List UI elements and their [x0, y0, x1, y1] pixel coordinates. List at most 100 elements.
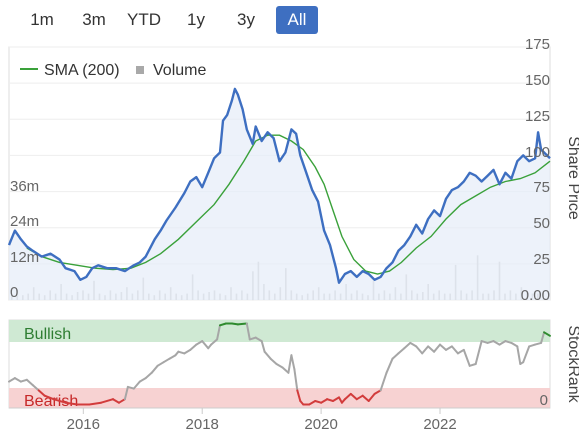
stockrank-segment	[31, 384, 40, 392]
stockrank-segment	[468, 363, 477, 367]
stockrank-segment	[486, 340, 495, 344]
stockrank-segment	[510, 341, 519, 348]
stockrank-segment	[293, 368, 299, 392]
price-line	[7, 87, 551, 284]
stockrank-segment	[391, 352, 400, 360]
legend-volume: Volume	[153, 62, 206, 79]
stockrank-segment	[373, 389, 382, 395]
stockrank-segment	[236, 322, 248, 326]
stockrank-segment	[8, 377, 16, 383]
stockrank-segment	[150, 364, 159, 374]
stockrank-segment	[275, 363, 284, 369]
volume-tick-24m: 24m	[10, 213, 39, 230]
stockrank-segment	[433, 343, 441, 353]
bullish-band	[9, 320, 550, 342]
price-tick-100: 100	[525, 144, 550, 161]
stockrank-segment	[403, 341, 412, 350]
price-tick-0: 0.00	[521, 287, 550, 304]
stockrank-segment	[195, 340, 204, 346]
stockrank-segment	[100, 398, 114, 404]
stockrank-segment	[168, 354, 177, 360]
stockrank-segment	[25, 378, 34, 387]
range-button-all[interactable]: All	[276, 6, 318, 34]
x-axis: 2016 2018 2020 2022	[67, 408, 457, 433]
stockrank-segment	[201, 340, 210, 350]
stockrank-segment	[332, 396, 340, 402]
stockrank-segment	[37, 389, 46, 397]
volume-axis: 36m 24m 12m 0	[10, 178, 39, 301]
stockrank-segment	[19, 378, 28, 383]
stockrank-segment	[162, 357, 171, 364]
range-button-3y[interactable]: 3y	[237, 10, 255, 29]
stockrank-segment	[281, 366, 290, 374]
range-button-1y[interactable]: 1y	[187, 10, 205, 29]
stockrank-segment	[263, 350, 272, 360]
stockrank-segment	[534, 341, 543, 346]
bearish-band	[9, 388, 550, 408]
stockrank-segment	[132, 380, 141, 390]
stockrank-segment	[260, 340, 266, 353]
volume-tick-36m: 36m	[10, 178, 39, 195]
range-button-ytd[interactable]: YTD	[127, 10, 161, 29]
volume-legend-icon	[136, 66, 144, 74]
stockrank-segment	[379, 371, 388, 392]
stockrank-segment	[474, 340, 483, 365]
stockrank-segment	[367, 392, 376, 402]
stockrank-segment	[409, 341, 418, 348]
stockrank-segment	[397, 347, 406, 355]
x-tick-label-2022: 2022	[423, 416, 456, 433]
stockrank-segment	[254, 336, 263, 343]
stockrank-segment	[269, 357, 278, 365]
stockrank-segment	[189, 343, 198, 351]
chart-legend: SMA (200) Volume	[20, 62, 206, 79]
stockrank-segment	[439, 343, 447, 351]
range-button-3m[interactable]: 3m	[82, 10, 106, 29]
stockrank-segment	[480, 340, 489, 344]
price-tick-150: 150	[525, 72, 550, 89]
stockrank-segment	[343, 392, 352, 401]
stockrank-segment	[320, 398, 329, 404]
stockrank-segment	[528, 343, 537, 348]
stockrank-segment	[248, 336, 257, 341]
stockrank-segment	[245, 322, 251, 341]
stockrank-segment	[421, 345, 430, 355]
stockrank-segment	[123, 385, 129, 401]
stockrank-segment	[230, 322, 239, 326]
stockrank-segment	[361, 394, 370, 402]
stockrank-segment	[52, 398, 67, 404]
stockrank-segment	[415, 345, 424, 355]
stockrank-segment	[349, 392, 358, 401]
stockrank-segment	[445, 345, 453, 351]
bullish-label: Bullish	[24, 326, 71, 343]
stockrank-segment	[13, 377, 22, 383]
x-tick-label-2018: 2018	[186, 416, 219, 433]
stockrank-segment	[287, 354, 293, 374]
stockrank-segment	[138, 377, 147, 383]
stockrank-segment	[492, 340, 501, 346]
stockrank-segment	[43, 394, 55, 401]
stockrank-segment	[177, 350, 186, 355]
stockrank-segment	[118, 398, 126, 404]
stockrank-segment	[126, 385, 135, 390]
stockrank-segment	[543, 331, 551, 337]
stockrank-segment	[88, 401, 103, 406]
stockrank-segment	[156, 361, 165, 367]
stockrank-segment	[462, 348, 471, 367]
stockrank-segment	[308, 400, 317, 406]
stockrank-segment	[516, 345, 522, 365]
price-area	[9, 88, 550, 301]
stockrank-segment	[450, 345, 459, 355]
stockrank-segment	[522, 345, 531, 364]
stockrank-segment	[427, 345, 436, 353]
range-button-1m[interactable]: 1m	[30, 10, 54, 29]
volume-tick-0: 0	[10, 284, 18, 301]
stockrank-segment	[326, 398, 334, 402]
stockrank-segment	[540, 331, 546, 344]
stockrank-segment	[498, 340, 507, 346]
price-axis: 175 150 125 100 75 50 25 0.00	[521, 36, 550, 304]
stockrank-segment	[385, 357, 394, 374]
stockrank-segment	[64, 401, 79, 406]
stockrank-segment	[314, 400, 323, 404]
stockrank-segment	[456, 348, 465, 355]
